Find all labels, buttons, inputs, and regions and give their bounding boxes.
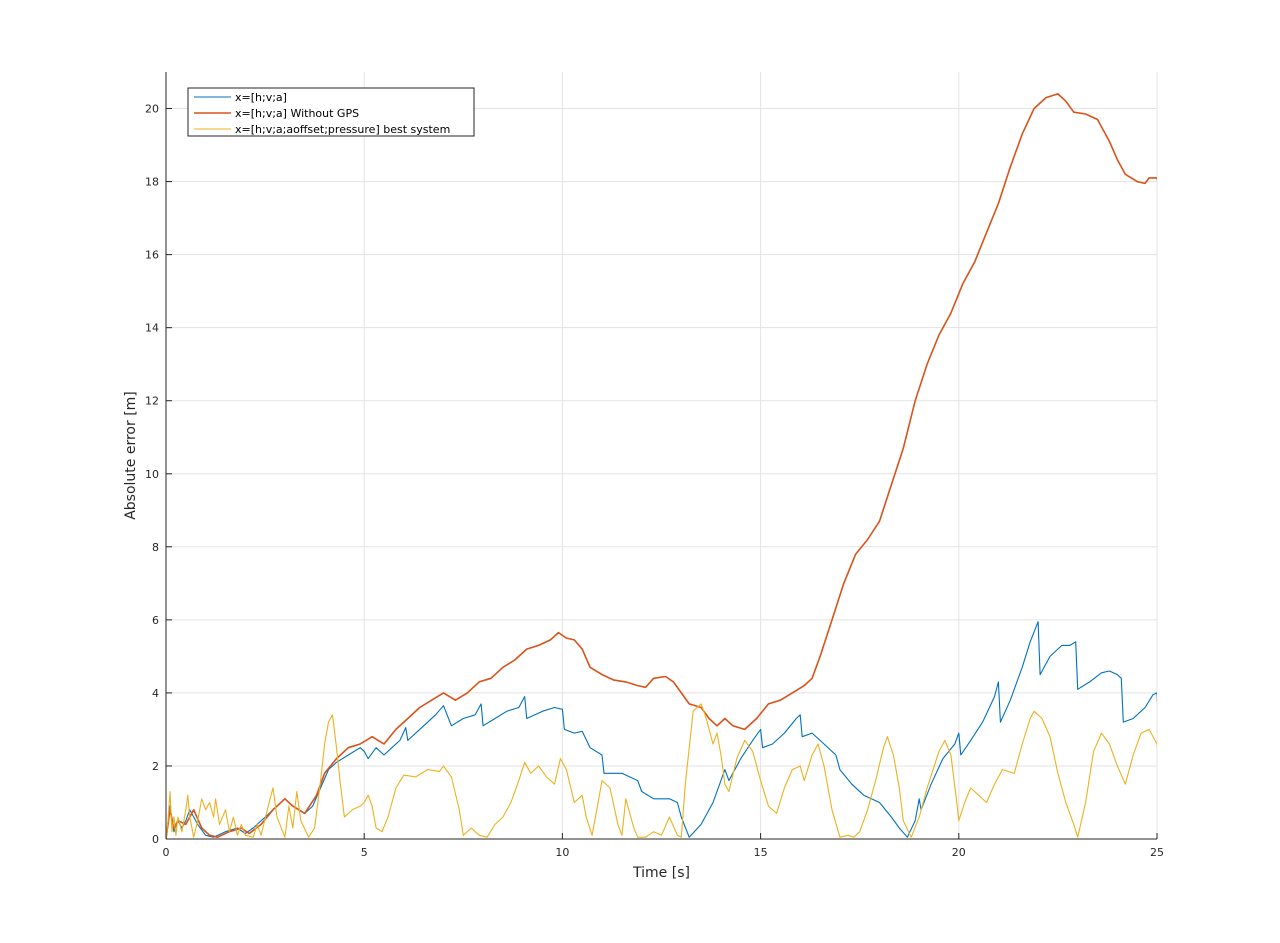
legend-entry-2: x=[h;v;a] Without GPS xyxy=(235,107,359,120)
legend-entry-3: x=[h;v;a;aoffset;pressure] best system xyxy=(235,123,450,136)
x-tick-label: 25 xyxy=(1150,846,1164,859)
series-lines xyxy=(166,93,1157,839)
y-tick-label: 4 xyxy=(152,687,159,700)
x-tick-label: 5 xyxy=(361,846,368,859)
tick-labels: 0 5 10 15 20 25 0 2 4 6 8 10 12 14 16 18 20 xyxy=(145,103,1164,859)
y-tick-label: 18 xyxy=(145,176,159,189)
axes xyxy=(165,72,1157,840)
y-tick-label: 14 xyxy=(145,322,159,335)
y-tick-label: 0 xyxy=(152,833,159,846)
x-tick-label: 10 xyxy=(555,846,569,859)
y-tick-label: 20 xyxy=(145,103,159,116)
x-tick-label: 20 xyxy=(952,846,966,859)
x-tick-label: 0 xyxy=(163,846,170,859)
y-tick-label: 16 xyxy=(145,249,159,262)
y-tick-label: 10 xyxy=(145,468,159,481)
y-tick-label: 6 xyxy=(152,614,159,627)
grid-lines xyxy=(165,72,1158,840)
y-tick-label: 12 xyxy=(145,395,159,408)
legend-box xyxy=(187,87,475,137)
series-line-1 xyxy=(166,621,1157,839)
x-tick-label: 15 xyxy=(754,846,768,859)
y-tick-label: 2 xyxy=(152,760,159,773)
legend: x=[h;v;a] x=[h;v;a] Without GPS x=[h;v;a;a… xyxy=(187,87,475,137)
series-line-3 xyxy=(166,703,1157,839)
y-axis-label: Absolute error [m] xyxy=(123,391,139,520)
x-axis-label: Time [s] xyxy=(632,865,690,881)
y-tick-label: 8 xyxy=(152,541,159,554)
series-line-2 xyxy=(166,93,1157,839)
legend-entry-1: x=[h;v;a] xyxy=(235,91,287,104)
